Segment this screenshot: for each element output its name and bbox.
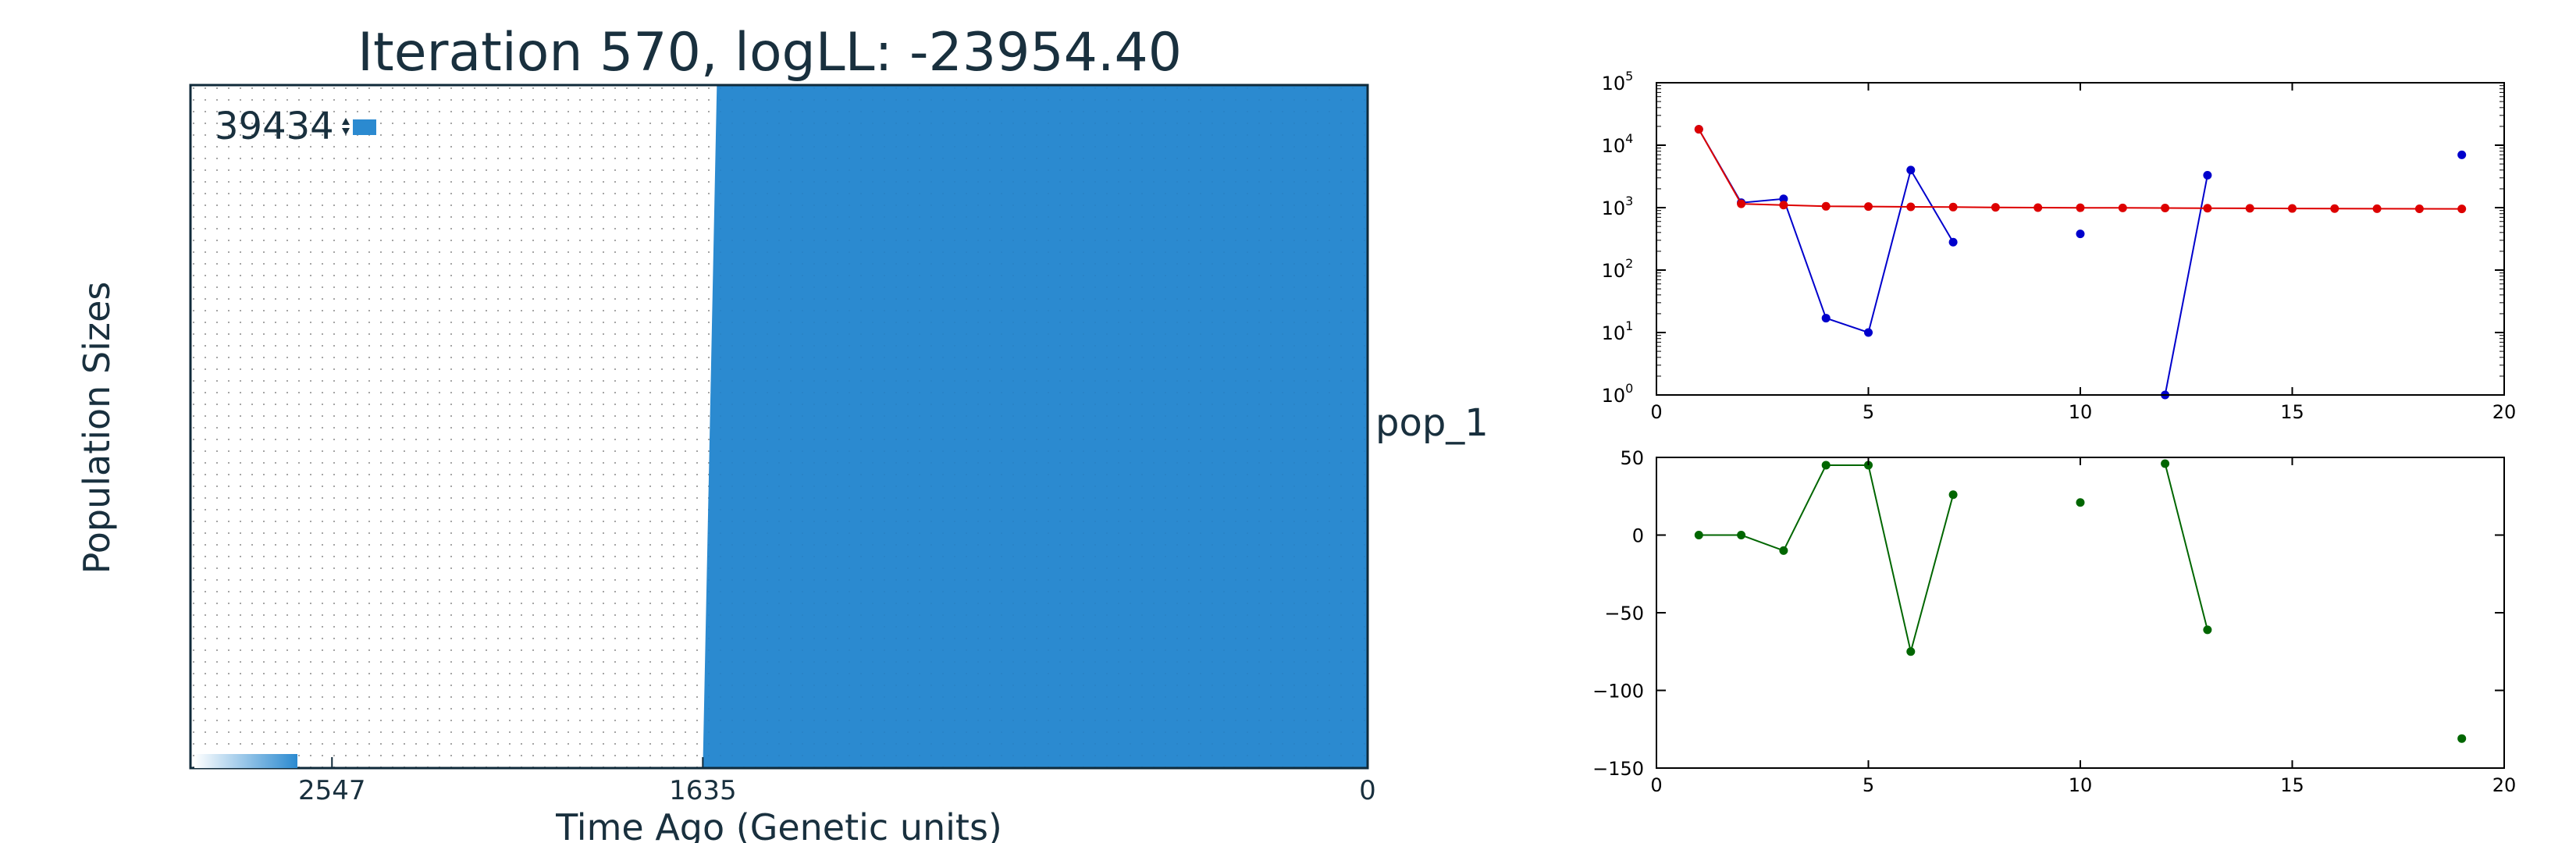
y-axis-ticks: 50 0 −50 −100 −150 xyxy=(1592,447,2504,780)
y-tick-label: 101 xyxy=(1602,318,1634,344)
x-tick-label: 10 xyxy=(2069,401,2093,423)
x-axis-ticks: 2547 1635 0 xyxy=(298,757,1376,806)
x-axis-label: Time Ago (Genetic units) xyxy=(555,806,1002,843)
data-point xyxy=(1948,490,1958,500)
epoch-area-texture-0 xyxy=(703,85,1368,768)
data-point xyxy=(2457,150,2467,159)
x-tick-label: 0 xyxy=(1650,401,1662,423)
y-tick-label: −100 xyxy=(1592,681,1644,702)
population-name-label: pop_1 xyxy=(1375,401,1489,445)
y-tick-label: 105 xyxy=(1602,69,1634,94)
data-point xyxy=(1991,203,2000,212)
data-point xyxy=(1737,199,1746,208)
data-point xyxy=(1906,647,1916,656)
x-tick-label: 5 xyxy=(1863,774,1874,796)
population-chart: Iteration 570, logLL: -23954.40 39434 po… xyxy=(76,22,1489,843)
size-gradient-bar xyxy=(194,754,297,768)
x-axis-ticks: 0 5 10 15 20 xyxy=(1650,83,2516,423)
data-point xyxy=(1864,202,1873,212)
series-line-0 xyxy=(2164,463,2208,631)
data-point xyxy=(1779,201,1788,210)
y-tick-label: 100 xyxy=(1602,381,1634,407)
series-line-0 xyxy=(1699,464,1955,653)
series-line-1 xyxy=(1698,129,2462,210)
y-tick-label: 103 xyxy=(1602,194,1634,219)
data-point xyxy=(2203,204,2212,213)
data-point xyxy=(2203,625,2212,635)
data-point xyxy=(2076,203,2085,212)
x-tick-label: 15 xyxy=(2280,401,2304,423)
x-tick-label: 20 xyxy=(2492,774,2517,796)
y-tick-label: 104 xyxy=(1602,131,1634,157)
data-point xyxy=(1694,531,1703,539)
data-point xyxy=(1779,194,1788,204)
data-point xyxy=(2288,204,2297,213)
data-point xyxy=(2414,204,2424,213)
data-point xyxy=(2076,498,2085,507)
x-tick-label: 0 xyxy=(1650,774,1662,796)
data-point xyxy=(2330,204,2339,213)
x-tick-label: 0 xyxy=(1359,775,1376,806)
x-axis-ticks: 0 5 10 15 20 xyxy=(1650,457,2516,796)
data-point xyxy=(1737,531,1746,539)
x-tick-label: 10 xyxy=(2069,774,2093,796)
y-tick-label: 0 xyxy=(1632,525,1644,547)
data-point xyxy=(2076,229,2085,239)
data-point xyxy=(1821,201,1831,211)
series-line-0 xyxy=(1698,129,1954,334)
epoch-layer xyxy=(703,85,1368,768)
data-point xyxy=(2372,204,2382,213)
data-point xyxy=(1864,328,1873,337)
population-size-label: 39434 xyxy=(215,105,334,148)
size-trace-chart: 100 101 102 103 104 105 0 5 10 15 20 xyxy=(1602,69,2517,423)
y-tick-label: −50 xyxy=(1604,603,1644,624)
y-tick-label: 50 xyxy=(1620,447,1644,469)
series-layer xyxy=(1694,125,2467,400)
data-point xyxy=(2245,204,2254,213)
y-axis-ticks: 100 101 102 103 104 105 xyxy=(1602,69,2504,407)
data-point xyxy=(2161,204,2170,213)
data-point xyxy=(2457,205,2467,214)
y-tick-label: −150 xyxy=(1592,758,1644,780)
data-point xyxy=(1779,546,1788,555)
data-point xyxy=(1948,237,1958,247)
plot-frame xyxy=(189,84,1369,770)
x-tick-label: 1635 xyxy=(669,775,737,806)
data-point xyxy=(2118,203,2127,212)
plot-frame xyxy=(1656,82,2505,396)
series-layer xyxy=(1694,459,2467,743)
data-point xyxy=(2161,459,2170,468)
series-line-0 xyxy=(2164,175,2208,396)
data-point xyxy=(1906,202,1916,212)
growth-trace-chart: 50 0 −50 −100 −150 0 5 10 15 20 xyxy=(1592,447,2516,796)
x-tick-label: 5 xyxy=(1863,401,1874,423)
data-point xyxy=(2033,203,2043,212)
data-point xyxy=(1821,314,1831,323)
data-point xyxy=(1948,202,1958,212)
chart-title: Iteration 570, logLL: -23954.40 xyxy=(358,22,1182,84)
x-tick-label: 20 xyxy=(2492,401,2517,423)
data-point xyxy=(1694,125,1703,134)
data-point xyxy=(1906,165,1916,175)
y-axis-label: Population Sizes xyxy=(76,282,118,574)
x-tick-label: 15 xyxy=(2280,774,2304,796)
size-legend-swatch xyxy=(353,119,376,135)
y-tick-label: 102 xyxy=(1602,256,1634,282)
data-point xyxy=(2457,734,2467,743)
double-arrow-icon xyxy=(342,118,350,135)
x-tick-label: 2547 xyxy=(298,775,366,806)
data-point xyxy=(1821,461,1831,470)
data-point xyxy=(2203,171,2212,180)
